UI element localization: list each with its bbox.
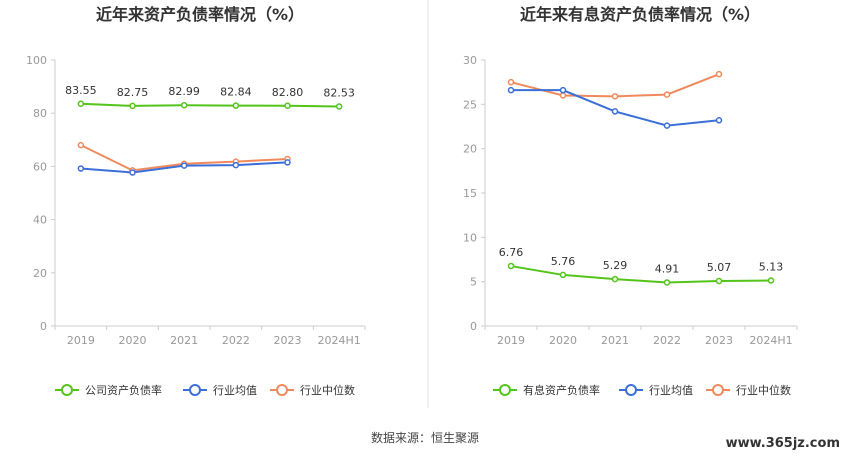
- data-point: [767, 277, 775, 284]
- y-tick-label: 100: [26, 54, 47, 67]
- data-point: [715, 117, 723, 124]
- data-point: [663, 122, 671, 129]
- legend-marker-icon: [712, 384, 724, 396]
- legend-marker-icon: [189, 384, 201, 396]
- legend-item[interactable]: 公司资产负债率: [55, 383, 162, 397]
- legend-label: 行业均值: [213, 384, 257, 397]
- source-note: 数据来源：恒生聚源: [371, 430, 479, 445]
- x-tick-label: 2022: [222, 334, 250, 347]
- data-point: [77, 165, 85, 172]
- x-tick-label: 2019: [497, 334, 525, 347]
- data-point: [129, 102, 136, 110]
- data-label: 5.29: [603, 259, 628, 272]
- x-tick-label: 2022: [653, 334, 681, 347]
- data-point: [559, 92, 567, 99]
- legend-item[interactable]: 行业中位数: [706, 383, 791, 397]
- y-tick-label: 0: [40, 320, 47, 333]
- legend-label: 行业中位数: [736, 383, 791, 397]
- data-point: [559, 271, 567, 279]
- legend-marker-icon: [625, 384, 637, 396]
- legend-item[interactable]: 行业均值: [183, 384, 257, 397]
- data-point: [715, 277, 723, 285]
- data-point: [559, 86, 567, 94]
- data-point: [715, 70, 723, 78]
- x-tick-label: 2023: [274, 334, 302, 347]
- x-tick-label: 2023: [705, 334, 733, 347]
- data-point: [232, 102, 240, 109]
- data-point: [611, 108, 619, 115]
- legend-marker-icon: [61, 384, 73, 396]
- data-point: [507, 262, 515, 270]
- x-tick-label: 2020: [549, 334, 577, 347]
- data-point: [77, 100, 85, 108]
- y-tick-label: 5: [470, 276, 477, 289]
- data-label: 5.13: [759, 261, 784, 274]
- data-point: [284, 102, 291, 110]
- data-label: 82.80: [272, 86, 304, 99]
- data-point: [663, 279, 671, 286]
- y-tick-label: 10: [463, 231, 477, 244]
- legend-label: 行业中位数: [300, 383, 355, 397]
- data-point: [77, 141, 85, 149]
- legend-label: 行业均值: [649, 384, 693, 397]
- chart-interest-debt-ratio: 近年来有息资产负债率情况（%） 0 5 10 15 20 25 30 2019 2020 2021 2…: [463, 5, 798, 397]
- data-point: [335, 103, 343, 110]
- y-tick-label: 40: [33, 214, 47, 227]
- y-tick-label: 20: [33, 267, 47, 280]
- chart-debt-ratio: 近年来资产负债率情况（%） 0 20 40 60 80 100 2019 2020 2021 202…: [26, 5, 366, 397]
- y-tick-label: 30: [463, 54, 477, 67]
- data-point: [611, 93, 619, 100]
- y-tick-label: 0: [470, 320, 477, 333]
- x-tick-label: 2024H1: [318, 334, 361, 347]
- legend-label: 公司资产负债率: [85, 383, 162, 397]
- data-point: [663, 91, 671, 98]
- data-label: 4.91: [655, 262, 680, 275]
- data-point: [507, 86, 515, 94]
- chart-title: 近年来资产负债率情况（%）: [96, 5, 304, 24]
- legend-marker-icon: [499, 384, 511, 396]
- legend-marker-icon: [276, 384, 288, 396]
- data-point: [232, 161, 240, 169]
- data-label: 82.53: [323, 86, 355, 99]
- y-tick-label: 25: [463, 98, 477, 111]
- legend-item[interactable]: 有息资产负债率: [493, 383, 600, 397]
- legend-label: 有息资产负债率: [523, 383, 600, 397]
- data-label: 5.07: [707, 261, 732, 274]
- data-label: 5.76: [551, 255, 576, 268]
- data-label: 82.84: [220, 86, 252, 99]
- data-point: [507, 78, 515, 86]
- data-point: [284, 159, 291, 166]
- legend-item[interactable]: 行业均值: [619, 384, 693, 397]
- y-tick-label: 80: [33, 107, 47, 120]
- legend-item[interactable]: 行业中位数: [270, 383, 355, 397]
- y-tick-label: 15: [463, 187, 477, 200]
- x-tick-label: 2024H1: [749, 334, 792, 347]
- data-point: [180, 162, 188, 169]
- data-label: 6.76: [499, 246, 524, 259]
- chart-title: 近年来有息资产负债率情况（%）: [520, 5, 760, 24]
- data-point: [180, 101, 188, 109]
- y-tick-label: 20: [463, 143, 477, 156]
- series-line: [510, 265, 772, 284]
- data-point: [611, 275, 619, 283]
- x-tick-label: 2021: [601, 334, 629, 347]
- data-point: [129, 169, 136, 176]
- data-label: 82.75: [117, 86, 149, 99]
- data-label: 83.55: [65, 84, 97, 97]
- x-tick-label: 2019: [67, 334, 95, 347]
- series-line: [80, 102, 340, 108]
- series-line: [510, 73, 720, 98]
- y-tick-label: 60: [33, 160, 47, 173]
- data-label: 82.99: [168, 85, 200, 98]
- x-tick-label: 2021: [170, 334, 198, 347]
- watermark: www.365jz.com: [726, 436, 840, 451]
- x-tick-label: 2020: [119, 334, 147, 347]
